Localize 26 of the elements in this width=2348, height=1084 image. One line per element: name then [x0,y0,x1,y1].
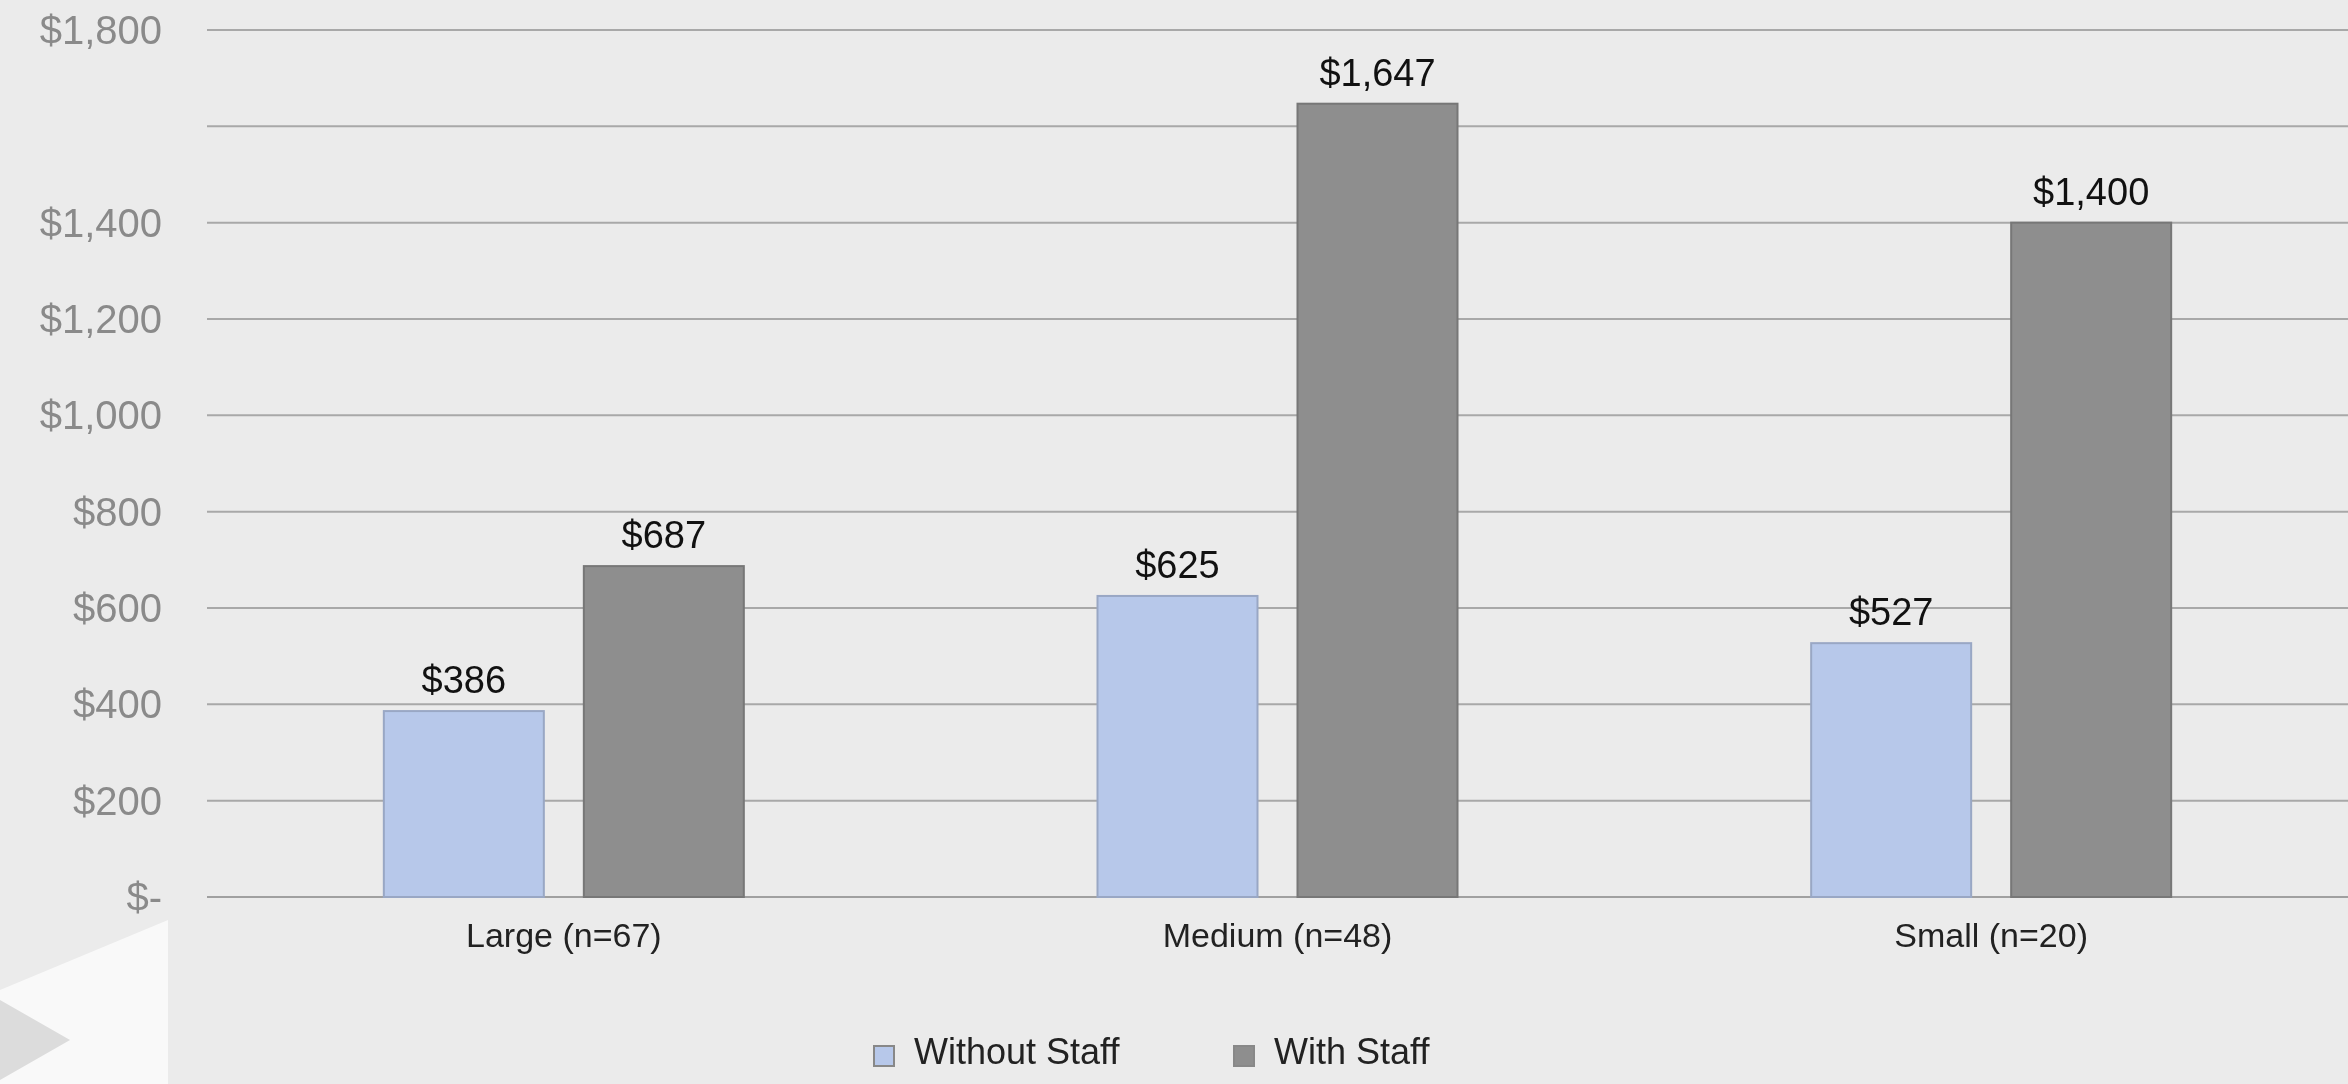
y-tick-label: $- [126,875,162,919]
x-tick-label: Large (n=67) [466,916,662,954]
x-tick-label: Small (n=20) [1894,916,2089,954]
y-tick-label: $1,400 [39,200,162,245]
bar [2010,221,2173,898]
y-tick-label: $800 [73,489,162,534]
legend-label: With Staff [1274,1031,1431,1072]
text: $1,647 [1319,51,1436,94]
bar [1810,642,1973,898]
legend-label: Without Staff [914,1031,1121,1072]
text: $386 [421,659,507,702]
bar [382,710,545,898]
y-tick-label: $1,200 [39,297,162,341]
text: $625 [1135,543,1220,586]
y-tick-label: $200 [73,778,162,823]
y-tick-label: $1,800 [39,8,162,52]
text: $1,400 [2033,170,2150,213]
x-tick-label: Medium (n=48) [1162,916,1393,954]
y-tick-label: $1,000 [39,393,162,438]
y-tick-label: $400 [73,682,162,727]
bar [1296,102,1459,898]
y-tick-label: $600 [73,586,162,630]
text: $687 [621,514,707,557]
bar [1096,594,1259,898]
bar [582,565,745,898]
text: $527 [1848,591,1934,634]
